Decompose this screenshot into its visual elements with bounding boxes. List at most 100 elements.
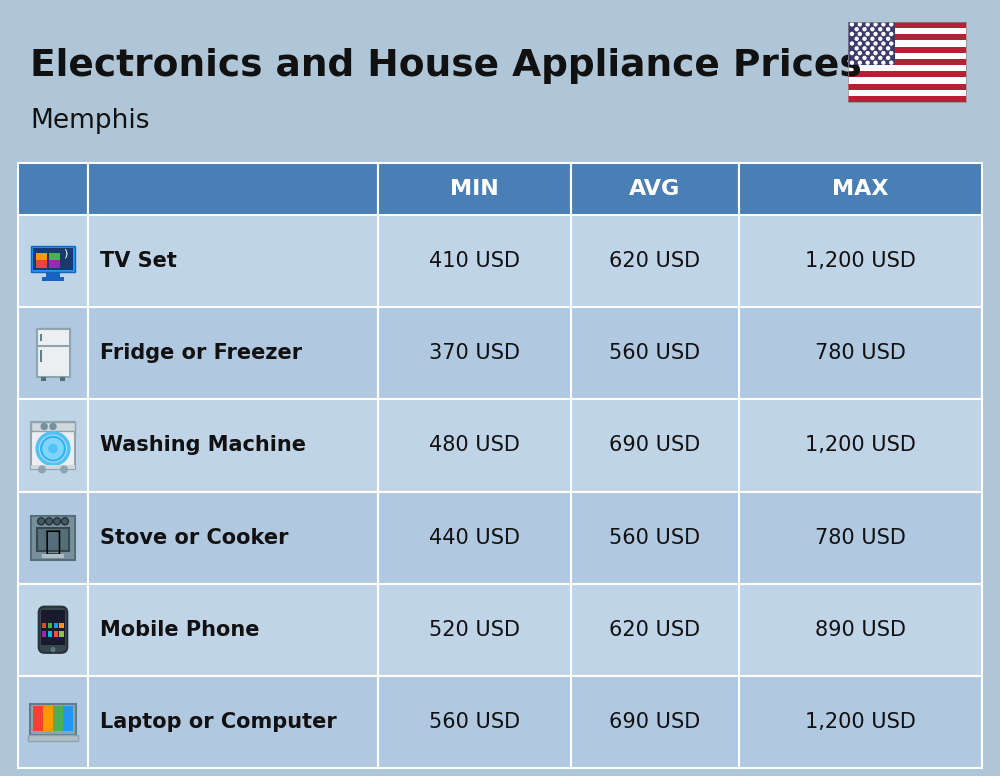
Text: Laptop or Computer: Laptop or Computer	[100, 712, 337, 732]
Text: 560 USD: 560 USD	[429, 712, 520, 732]
Circle shape	[858, 52, 861, 54]
Text: 1,200 USD: 1,200 USD	[805, 251, 916, 271]
Bar	[739, 676, 982, 768]
Bar	[49, 261, 60, 268]
Text: Memphis: Memphis	[30, 108, 150, 134]
Bar	[378, 491, 571, 584]
Bar	[42, 277, 64, 281]
Bar	[42, 623, 46, 629]
Bar	[63, 706, 73, 732]
Bar	[40, 334, 42, 341]
Circle shape	[874, 33, 877, 36]
Circle shape	[850, 33, 853, 36]
Text: 690 USD: 690 USD	[609, 712, 701, 732]
Circle shape	[863, 57, 866, 60]
Bar	[739, 163, 982, 215]
Bar	[33, 248, 73, 270]
Bar	[571, 215, 739, 307]
Text: Washing Machine: Washing Machine	[100, 435, 306, 456]
Circle shape	[890, 33, 893, 36]
Circle shape	[53, 518, 60, 525]
Circle shape	[882, 23, 885, 26]
Circle shape	[890, 52, 893, 54]
Bar	[571, 676, 739, 768]
Bar	[33, 706, 43, 732]
Circle shape	[866, 42, 869, 45]
Circle shape	[46, 518, 53, 525]
Text: MIN: MIN	[450, 179, 499, 199]
Bar	[571, 491, 739, 584]
Circle shape	[890, 42, 893, 45]
Circle shape	[866, 52, 869, 54]
Bar	[42, 554, 64, 558]
Bar	[48, 623, 52, 629]
Bar	[848, 71, 966, 78]
Bar	[378, 400, 571, 491]
Bar	[848, 96, 966, 102]
Bar	[59, 631, 64, 636]
Text: 🔥: 🔥	[45, 528, 61, 556]
Text: ): )	[63, 248, 68, 258]
Bar	[378, 307, 571, 400]
Bar	[739, 307, 982, 400]
Bar	[88, 491, 378, 584]
Circle shape	[51, 648, 55, 652]
Circle shape	[61, 518, 68, 525]
Text: AVG: AVG	[629, 179, 681, 199]
Bar	[88, 215, 378, 307]
Circle shape	[879, 57, 882, 60]
Circle shape	[858, 23, 861, 26]
Circle shape	[850, 61, 853, 64]
Bar	[88, 584, 378, 676]
Bar	[33, 706, 73, 732]
Circle shape	[850, 42, 853, 45]
Circle shape	[50, 424, 56, 429]
Circle shape	[874, 42, 877, 45]
Circle shape	[858, 42, 861, 45]
Bar	[571, 163, 739, 215]
Text: 410 USD: 410 USD	[429, 251, 520, 271]
Bar	[848, 65, 966, 71]
Bar	[31, 515, 75, 559]
Bar	[18, 307, 88, 400]
Text: MAX: MAX	[832, 179, 889, 199]
Circle shape	[866, 61, 869, 64]
Circle shape	[41, 424, 47, 429]
Bar	[54, 623, 58, 629]
Circle shape	[871, 37, 874, 40]
Bar	[36, 329, 70, 346]
Bar	[36, 345, 70, 347]
Circle shape	[874, 52, 877, 54]
Bar	[739, 215, 982, 307]
Circle shape	[863, 47, 866, 50]
Text: 440 USD: 440 USD	[429, 528, 520, 548]
Bar	[88, 307, 378, 400]
Bar	[378, 163, 571, 215]
Circle shape	[863, 28, 866, 31]
Bar	[848, 22, 895, 65]
Bar	[41, 377, 46, 382]
Circle shape	[871, 57, 874, 60]
Circle shape	[38, 466, 46, 473]
Bar	[739, 584, 982, 676]
Circle shape	[858, 61, 861, 64]
Text: 780 USD: 780 USD	[815, 528, 906, 548]
Circle shape	[882, 33, 885, 36]
Bar	[848, 78, 966, 84]
Circle shape	[879, 47, 882, 50]
Text: 480 USD: 480 USD	[429, 435, 520, 456]
Circle shape	[850, 52, 853, 54]
Bar	[378, 215, 571, 307]
Bar	[848, 40, 966, 47]
Text: 620 USD: 620 USD	[609, 620, 701, 639]
Circle shape	[855, 37, 858, 40]
Bar	[88, 676, 378, 768]
Bar	[848, 22, 966, 28]
Text: 1,200 USD: 1,200 USD	[805, 712, 916, 732]
Bar	[31, 422, 75, 431]
Text: Electronics and House Appliance Prices: Electronics and House Appliance Prices	[30, 48, 862, 84]
Text: 520 USD: 520 USD	[429, 620, 520, 639]
Bar	[18, 491, 88, 584]
Circle shape	[882, 42, 885, 45]
Text: Stove or Cooker: Stove or Cooker	[100, 528, 288, 548]
